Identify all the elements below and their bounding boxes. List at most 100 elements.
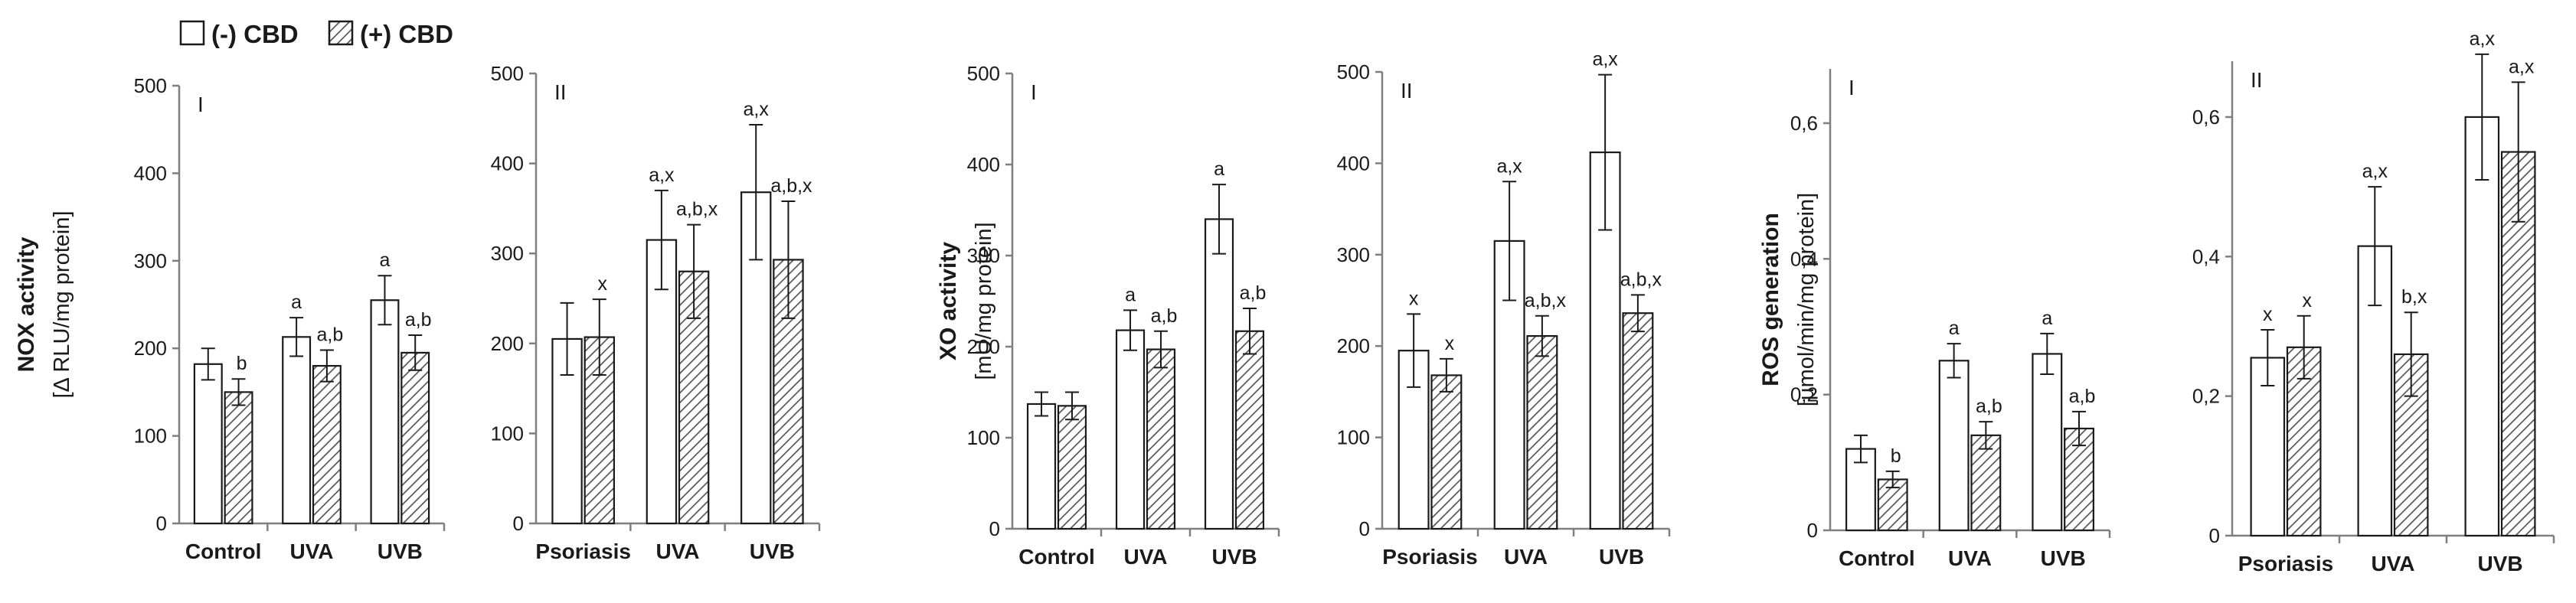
x-category-label: UVA: [2371, 552, 2414, 575]
y-tick-label: 200: [134, 337, 167, 360]
y-tick-label: 0,2: [2192, 385, 2220, 408]
x-category-label: UVB: [750, 539, 795, 563]
significance-label: a,x: [744, 99, 770, 120]
y-axis-unit: [mU/mg protein]: [972, 222, 996, 380]
significance-label: a: [1214, 158, 1224, 180]
bar-plus-cbd: [312, 364, 342, 525]
panel-label: II: [1401, 79, 1413, 103]
bar-plus-cbd: [1234, 330, 1265, 530]
x-category-label: Control: [185, 539, 262, 563]
y-tick-label: 200: [1337, 334, 1370, 357]
bar-minus-cbd: [2464, 116, 2500, 537]
significance-label: a: [1949, 318, 1960, 339]
panel-label: I: [198, 93, 204, 116]
x-category-label: UVB: [2477, 552, 2522, 575]
y-axis-title: XO activity: [936, 242, 961, 360]
panel-label: II: [2251, 68, 2263, 92]
significance-label: a: [2042, 308, 2052, 329]
y-tick-label: 0,4: [2192, 245, 2220, 268]
bar-minus-cbd: [1938, 360, 1970, 532]
significance-label: a,b,x: [770, 175, 812, 197]
x-category-label: UVA: [1123, 545, 1167, 569]
y-tick-label: 500: [491, 62, 524, 85]
x-category-label: Psoriasis: [535, 539, 631, 563]
significance-label: a,b: [405, 309, 432, 331]
x-category-label: UVA: [1948, 546, 1992, 570]
significance-label: x: [598, 273, 608, 295]
bar-minus-cbd: [2032, 353, 2063, 532]
nox-panel-I: 0 100 200 300 400 500 Control UVA UVB a a b a,b a,b I N…: [14, 74, 446, 563]
bar-minus-cbd: [1115, 329, 1146, 530]
significance-label: b: [1891, 445, 1901, 467]
x-category-label: UVA: [289, 539, 333, 563]
significance-label: a,x: [2362, 161, 2388, 182]
bar-minus-cbd: [282, 336, 312, 525]
significance-label: a: [380, 249, 391, 271]
bar-plus-cbd: [678, 270, 710, 525]
xo-panel-I: 0 100 200 300 400 500 Control UVA UVB a a a,b a,b I XO…: [936, 62, 1280, 569]
significance-label: a,b,x: [1620, 269, 1662, 290]
ros-panel-II: 0 0,2 0,4 0,6 Psoriasis UVA UVB x a,x a,x x b,x a,x I…: [2192, 28, 2555, 575]
bar-minus-cbd: [1204, 218, 1234, 530]
significance-label: a,x: [649, 165, 675, 186]
panel-label: I: [1031, 80, 1037, 104]
x-category-label: Control: [1018, 545, 1095, 569]
legend-swatch-minus-cbd: [179, 20, 205, 46]
legend: (-) CBD (+) CBD: [179, 20, 453, 48]
x-category-label: UVB: [1211, 545, 1257, 569]
y-tick-label: 300: [491, 242, 524, 265]
significance-label: x: [2302, 290, 2312, 311]
legend-label-minus-cbd: (-) CBD: [211, 20, 299, 48]
y-tick-label: 300: [967, 244, 1000, 267]
bar-plus-cbd: [1970, 434, 2002, 532]
significance-label: a,x: [2470, 28, 2496, 50]
y-axis-unit: [Δ RLU/mg protein]: [50, 210, 74, 398]
significance-label: a: [1125, 284, 1136, 305]
y-axis-title: NOX activity: [14, 236, 39, 372]
significance-label: x: [1445, 333, 1455, 354]
y-tick-label: 200: [967, 335, 1000, 358]
x-category-label: Control: [1839, 546, 1915, 570]
y-tick-label: 0: [1359, 517, 1370, 540]
significance-label: a,b: [1240, 282, 1267, 304]
y-axis-title: ROS generation: [1758, 213, 1783, 386]
x-category-label: Psoriasis: [1382, 545, 1478, 569]
y-tick-label: 400: [491, 152, 524, 175]
y-tick-label: 100: [1337, 426, 1370, 449]
y-tick-label: 0: [1807, 519, 1818, 542]
bar-plus-cbd: [1146, 348, 1176, 530]
bar-plus-cbd: [224, 391, 253, 525]
y-tick-label: 0,6: [1790, 112, 1818, 135]
significance-label: a,b,x: [676, 199, 718, 220]
y-tick-label: 400: [1337, 152, 1370, 174]
bar-minus-cbd: [193, 363, 223, 525]
bar-plus-cbd: [1526, 334, 1558, 530]
panel-label: I: [1849, 76, 1855, 99]
x-category-label: UVA: [655, 539, 699, 563]
bar-minus-cbd: [370, 299, 400, 525]
y-tick-label: 300: [134, 249, 167, 272]
significance-label: a,b,x: [1525, 290, 1567, 311]
y-tick-label: 0,4: [1790, 247, 1818, 270]
xo-panel-II: 0 100 200 300 400 500 Psoriasis UVA UVB x a,x a,x x a…: [1337, 49, 1671, 569]
significance-label: b: [237, 353, 247, 374]
significance-label: a: [291, 292, 302, 313]
legend-swatch-plus-cbd: [328, 20, 354, 46]
y-tick-label: 400: [967, 153, 1000, 176]
significance-label: a,x: [1496, 155, 1522, 177]
significance-label: a,x: [2509, 56, 2535, 77]
y-tick-label: 500: [967, 62, 1000, 85]
significance-label: a,b: [316, 324, 343, 345]
panel-label: II: [554, 80, 567, 104]
bar-plus-cbd: [400, 351, 430, 525]
x-category-label: UVA: [1504, 545, 1548, 569]
significance-label: x: [1409, 288, 1419, 309]
y-tick-label: 0: [989, 517, 1000, 540]
x-category-label: UVB: [378, 539, 423, 563]
y-tick-label: 400: [134, 161, 167, 184]
significance-label: x: [2263, 304, 2273, 325]
y-tick-label: 300: [1337, 243, 1370, 266]
y-tick-label: 100: [967, 426, 1000, 449]
y-tick-label: 0: [156, 512, 167, 535]
